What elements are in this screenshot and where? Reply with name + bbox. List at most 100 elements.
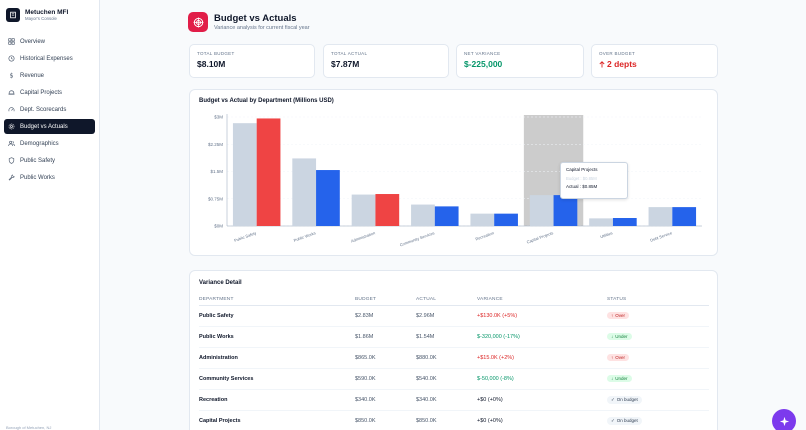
- chart-tooltip: Capital Projects Budget : $0.85M Actual …: [560, 162, 628, 199]
- sidebar-item-historical-expenses[interactable]: Historical Expenses: [4, 51, 95, 66]
- status-label: Under: [615, 334, 628, 339]
- y-tick-label: $3M: [214, 115, 223, 120]
- actual-bar: [672, 207, 697, 226]
- actual-bar: [256, 118, 281, 226]
- y-tick-label: $1.5M: [210, 169, 223, 174]
- table-row[interactable]: Public Safety $2.83M $2.96M +$130.0K (+5%) ↑…: [199, 305, 709, 327]
- brand-title: Metuchen MFI: [25, 8, 69, 16]
- arrow-up-icon: ↑: [611, 355, 614, 360]
- actual-cell: $1.54M: [416, 326, 477, 348]
- x-tick-label: Community Services: [399, 230, 435, 247]
- budget-bar: [232, 123, 257, 226]
- main-content: Budget vs Actuals Variance analysis for …: [101, 0, 806, 430]
- dept-cell: Public Works: [199, 326, 355, 348]
- sidebar-item-label: Dept. Scorecards: [20, 106, 67, 113]
- kpi-net-variance: NET VARIANCE $-225,000: [456, 44, 584, 78]
- status-label: Over: [615, 355, 626, 360]
- table-row[interactable]: Public Works $1.86M $1.54M $-320,000 (-17%)…: [199, 326, 709, 348]
- actual-cell: $880.0K: [416, 347, 477, 369]
- wrench-icon: [8, 174, 15, 181]
- brand-subtitle: Mayor's Console: [25, 16, 57, 22]
- sidebar-item-overview[interactable]: Overview: [4, 34, 95, 49]
- actual-bar: [375, 194, 400, 226]
- table-row[interactable]: Recreation $340.0K $340.0K +$0 (+0%) ✓ On bud…: [199, 389, 709, 411]
- variance-cell: +$130.0K (+5%): [477, 305, 607, 327]
- table-title: Variance Detail: [199, 280, 242, 286]
- x-tick-label: Public Works: [293, 230, 317, 243]
- status-label: On budget: [616, 397, 638, 402]
- target-icon: [188, 12, 208, 32]
- status-badge: ↑ Over: [607, 312, 630, 319]
- y-tick-label: $2.25M: [208, 142, 223, 147]
- sidebar-item-dept-scorecards[interactable]: Dept. Scorecards: [4, 102, 95, 117]
- sidebar-nav: Overview Historical Expenses $ Revenue C…: [0, 34, 99, 185]
- budget-bar: [589, 218, 613, 226]
- actual-bar: [553, 195, 578, 226]
- dept-cell: Administration: [199, 347, 355, 369]
- sidebar-item-demographics[interactable]: Demographics: [4, 136, 95, 151]
- arrow-up-icon: ↑: [611, 313, 614, 318]
- budget-bar: [529, 195, 554, 226]
- check-icon: ✓: [611, 417, 615, 423]
- variance-cell: +$0 (+0%): [477, 389, 607, 411]
- settings-icon: [8, 123, 15, 130]
- budget-bar: [648, 207, 673, 226]
- arrow-down-icon: ↓: [611, 376, 614, 381]
- column-header[interactable]: BUDGET: [355, 294, 416, 306]
- x-tick-label: Capital Projects: [526, 230, 554, 244]
- table-row[interactable]: Community Services $590.0K $540.0K $-50,000…: [199, 368, 709, 390]
- kpi-value: $8.10M: [197, 59, 226, 69]
- sidebar-item-label: Public Works: [20, 174, 55, 181]
- column-header[interactable]: VARIANCE: [477, 294, 607, 306]
- column-header[interactable]: DEPARTMENT: [199, 294, 355, 306]
- table-row[interactable]: Administration $865.0K $880.0K +$15.0K (+2%…: [199, 347, 709, 369]
- variance-cell: +$0 (+0%): [477, 410, 607, 430]
- tooltip-actual: Actual : $0.85M: [566, 184, 598, 189]
- kpi-label: TOTAL ACTUAL: [331, 51, 368, 56]
- kpi-value-row: 2 depts: [599, 59, 710, 69]
- page-header: Budget vs Actuals Variance analysis for …: [188, 12, 310, 32]
- page-title: Budget vs Actuals: [214, 13, 297, 24]
- budget-cell: $1.86M: [355, 326, 416, 348]
- sidebar-item-capital-projects[interactable]: Capital Projects: [4, 85, 95, 100]
- variance-cell: $-320,000 (-17%): [477, 326, 607, 348]
- sidebar-item-public-works[interactable]: Public Works: [4, 170, 95, 185]
- sidebar-footer: Borough of Metuchen, NJ: [6, 425, 52, 430]
- sidebar-item-public-safety[interactable]: Public Safety: [4, 153, 95, 168]
- assistant-button[interactable]: [772, 409, 796, 430]
- variance-table: DEPARTMENT BUDGET ACTUAL VARIANCE STATUS…: [199, 294, 709, 430]
- dept-cell: Recreation: [199, 389, 355, 411]
- tooltip-budget: Budget : $0.85M: [566, 176, 597, 181]
- shield-icon: [8, 157, 15, 164]
- sidebar-item-label: Demographics: [20, 140, 59, 147]
- budget-bar: [470, 213, 495, 226]
- column-header[interactable]: ACTUAL: [416, 294, 477, 306]
- users-icon: [8, 140, 15, 146]
- kpi-label: OVER BUDGET: [599, 51, 636, 56]
- actual-cell: $540.0K: [416, 368, 477, 390]
- sidebar-item-revenue[interactable]: $ Revenue: [4, 68, 95, 83]
- brand[interactable]: Metuchen MFI Mayor's Console: [0, 0, 99, 30]
- budget-cell: $340.0K: [355, 389, 416, 411]
- status-badge: ↓ Under: [607, 375, 632, 382]
- status-cell: ↓ Under: [607, 326, 709, 348]
- sidebar-item-budget-vs-actuals[interactable]: Budget vs Actuals: [4, 119, 95, 134]
- column-header[interactable]: STATUS: [607, 294, 709, 306]
- sidebar-item-label: Historical Expenses: [20, 55, 73, 62]
- actual-bar: [612, 218, 637, 226]
- status-cell: ↓ Under: [607, 368, 709, 390]
- x-tick-label: Debt Service: [649, 230, 673, 243]
- sidebar-item-label: Budget vs Actuals: [20, 123, 68, 130]
- status-cell: ↑ Over: [607, 305, 709, 327]
- sidebar: Metuchen MFI Mayor's Console Overview Hi…: [0, 0, 100, 430]
- budget-cell: $850.0K: [355, 410, 416, 430]
- gauge-icon: [8, 107, 15, 112]
- sidebar-item-label: Revenue: [20, 72, 45, 79]
- variance-cell: +$15.0K (+2%): [477, 347, 607, 369]
- kpi-label: NET VARIANCE: [464, 51, 501, 56]
- sidebar-item-label: Overview: [20, 38, 46, 45]
- table-row[interactable]: Capital Projects $850.0K $850.0K +$0 (+0%) ✓…: [199, 410, 709, 430]
- dollar-icon: $: [9, 73, 13, 79]
- dept-cell: Public Safety: [199, 305, 355, 327]
- budget-bar: [292, 158, 317, 226]
